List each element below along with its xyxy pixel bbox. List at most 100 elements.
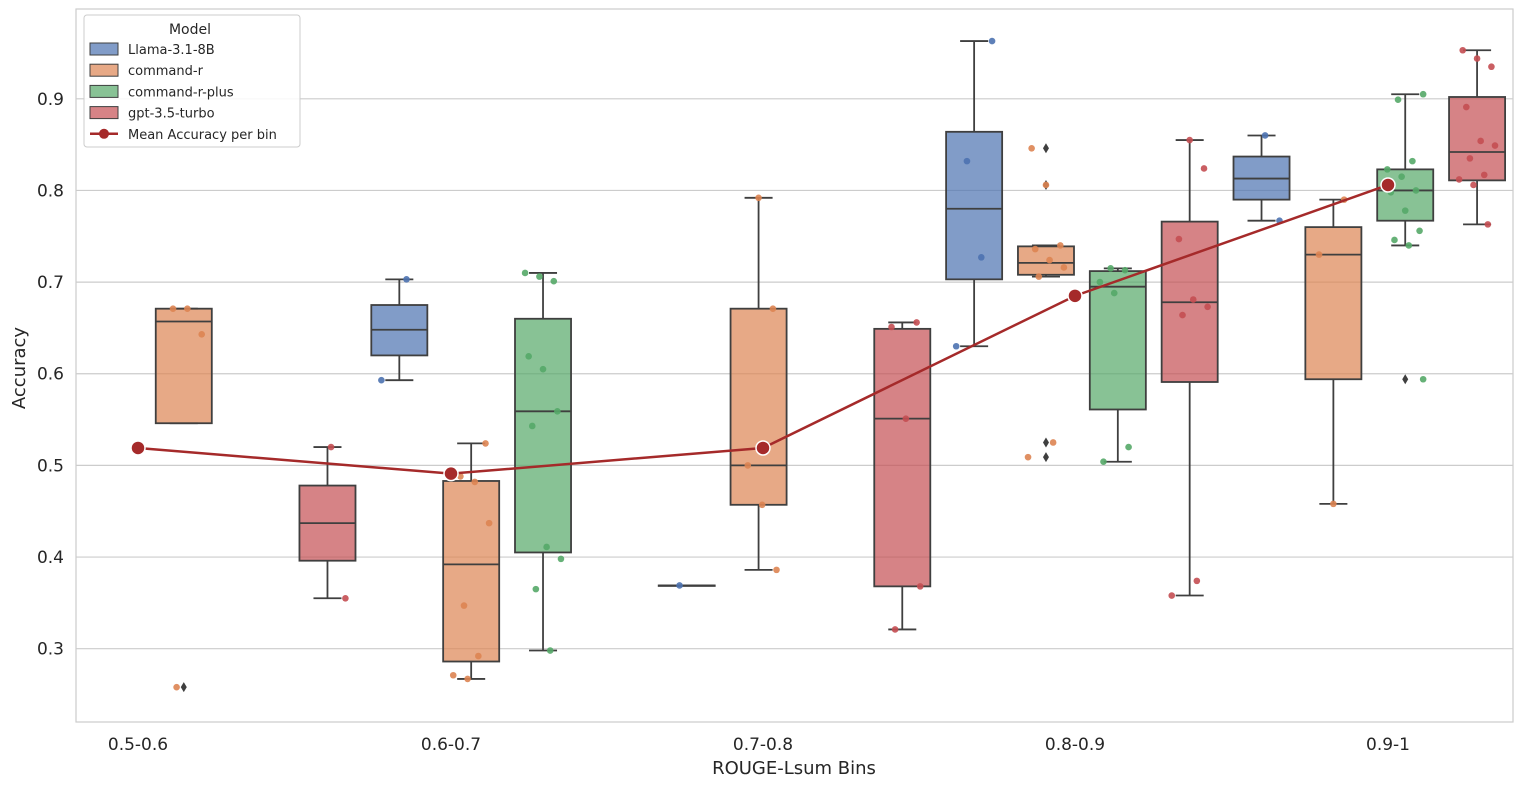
data-point-command-r — [184, 305, 191, 312]
data-point-command-r — [1031, 245, 1039, 253]
legend-frame — [83, 14, 301, 148]
data-point-gpt-3-5-turbo — [1168, 592, 1176, 599]
data-point-llama-3-1-8b — [988, 37, 996, 45]
data-point-command-r — [1330, 500, 1337, 508]
data-point-command-r — [1049, 439, 1057, 446]
data-point-gpt-3-5-turbo — [1488, 63, 1495, 71]
data-point-command-r-plus — [543, 543, 550, 551]
data-point-llama-3-1-8b — [403, 276, 410, 283]
data-point-gpt-3-5-turbo — [888, 323, 895, 331]
box-command-r-plus-0-6-0-7 — [514, 272, 572, 652]
data-point-command-r-plus — [532, 585, 540, 593]
y-tick-label: 0.9 — [37, 90, 64, 110]
box-llama-3-1-8b-0-7-0-8 — [657, 584, 716, 587]
data-point-gpt-3-5-turbo — [1459, 46, 1467, 54]
y-tick-label: 0.6 — [37, 365, 64, 385]
legend-items: Llama-3.1-8B command-r command-r-plus gpt-3… — [89, 42, 277, 143]
box-command-r-0-7-0-8 — [729, 196, 788, 571]
x-tick-label: 0.9-1 — [1366, 735, 1410, 755]
box-command-r-0-6-0-7 — [442, 442, 501, 680]
data-point-command-r-plus — [1409, 157, 1416, 165]
mean-point — [1067, 288, 1083, 304]
data-point-gpt-3-5-turbo — [1179, 311, 1186, 319]
x-tick-label: 0.5-0.6 — [108, 735, 168, 755]
iqr-box — [1088, 270, 1147, 411]
data-point-gpt-3-5-turbo — [1193, 577, 1201, 585]
box-gpt-3-5-turbo-0-5-0-6 — [298, 446, 357, 600]
mean-point — [130, 440, 146, 456]
data-point-gpt-3-5-turbo — [1455, 176, 1463, 183]
legend-mean-marker — [99, 128, 109, 139]
data-point-gpt-3-5-turbo — [1477, 137, 1484, 145]
data-point-command-r-plus — [1398, 173, 1405, 181]
mean-point — [443, 465, 459, 482]
legend-label-command-r: command-r — [128, 64, 204, 79]
data-point-command-r — [482, 440, 489, 447]
data-point-gpt-3-5-turbo — [1484, 221, 1492, 228]
data-point-command-r-plus — [539, 365, 547, 373]
y-tick-label: 0.8 — [37, 181, 64, 201]
data-point-gpt-3-5-turbo — [342, 594, 349, 602]
box-llama-3-1-8b-0-8-0-9 — [945, 40, 1004, 348]
legend-label-mean: Mean Accuracy per bin — [128, 128, 277, 143]
data-point-command-r — [1060, 264, 1068, 271]
data-point-command-r — [1046, 256, 1053, 264]
data-point-command-r — [449, 671, 457, 679]
x-axis-label: ROUGE-Lsum Bins — [712, 758, 876, 779]
data-point-command-r-plus — [1107, 265, 1114, 272]
data-point-command-r — [1315, 251, 1323, 258]
data-point-command-r-plus — [525, 353, 532, 360]
data-point-gpt-3-5-turbo — [913, 319, 920, 326]
data-point-command-r-plus — [1412, 187, 1420, 194]
outlier-marker — [1042, 437, 1049, 448]
data-point-gpt-3-5-turbo — [1466, 155, 1474, 162]
data-point-command-r-plus — [557, 555, 565, 563]
data-point-command-r-plus — [1383, 166, 1391, 173]
data-point-gpt-3-5-turbo — [1463, 103, 1470, 111]
mean-accuracy-line — [130, 177, 1396, 482]
legend-title: Model — [169, 22, 211, 38]
data-point-command-r-plus — [1121, 266, 1129, 274]
iqr-box — [154, 307, 213, 425]
data-point-gpt-3-5-turbo — [891, 626, 899, 633]
y-axis-label: Accuracy — [9, 327, 30, 410]
legend-label-gpt-3-5-turbo: gpt-3.5-turbo — [128, 107, 215, 122]
data-point-command-r-plus — [1416, 227, 1423, 235]
data-point-command-r-plus — [536, 273, 543, 280]
legend-swatch-llama-3-1-8b — [89, 42, 119, 56]
data-point-llama-3-1-8b — [378, 376, 385, 384]
data-point-command-r-plus — [1391, 236, 1398, 244]
data-point-command-r — [758, 501, 766, 509]
x-tick-label: 0.6-0.7 — [421, 735, 481, 755]
outlier-marker — [1402, 374, 1409, 385]
strip-points — [169, 37, 1499, 691]
data-point-command-r-plus — [1401, 207, 1409, 214]
data-point-command-r — [169, 305, 177, 312]
data-point-command-r — [198, 331, 206, 338]
data-point-gpt-3-5-turbo — [1200, 165, 1208, 172]
data-point-command-r-plus — [1394, 96, 1402, 104]
legend-swatch-command-r — [89, 63, 119, 77]
box-command-r-0-5-0-6 — [154, 307, 213, 693]
iqr-box — [1448, 96, 1506, 182]
box-gpt-3-5-turbo-0-7-0-8 — [873, 321, 932, 631]
data-point-command-r — [471, 478, 479, 486]
box-llama-3-1-8b-0-9-1 — [1232, 134, 1291, 222]
iqr-box — [729, 307, 788, 506]
box-llama-3-1-8b-0-6-0-7 — [370, 278, 429, 382]
plot-area — [75, 8, 1514, 723]
data-point-command-r — [460, 602, 468, 609]
mean-point — [755, 440, 771, 456]
data-point-gpt-3-5-turbo — [1189, 296, 1197, 303]
outlier-marker — [1042, 143, 1049, 154]
legend: Model Llama-3.1-8B command-r command-r-plu… — [83, 14, 301, 148]
x-tick-labels: 0.5-0.6 0.6-0.7 0.7-0.8 0.8-0.9 0.9-1 — [108, 735, 1410, 755]
data-point-command-r — [1028, 145, 1035, 152]
iqr-box — [442, 480, 501, 663]
x-tick-label: 0.8-0.9 — [1045, 735, 1105, 755]
data-point-command-r-plus — [1110, 289, 1118, 297]
data-point-command-r — [485, 519, 493, 527]
y-tick-label: 0.3 — [37, 640, 64, 660]
iqr-box — [945, 130, 1004, 281]
legend-label-llama-3-1-8b: Llama-3.1-8B — [128, 43, 215, 58]
